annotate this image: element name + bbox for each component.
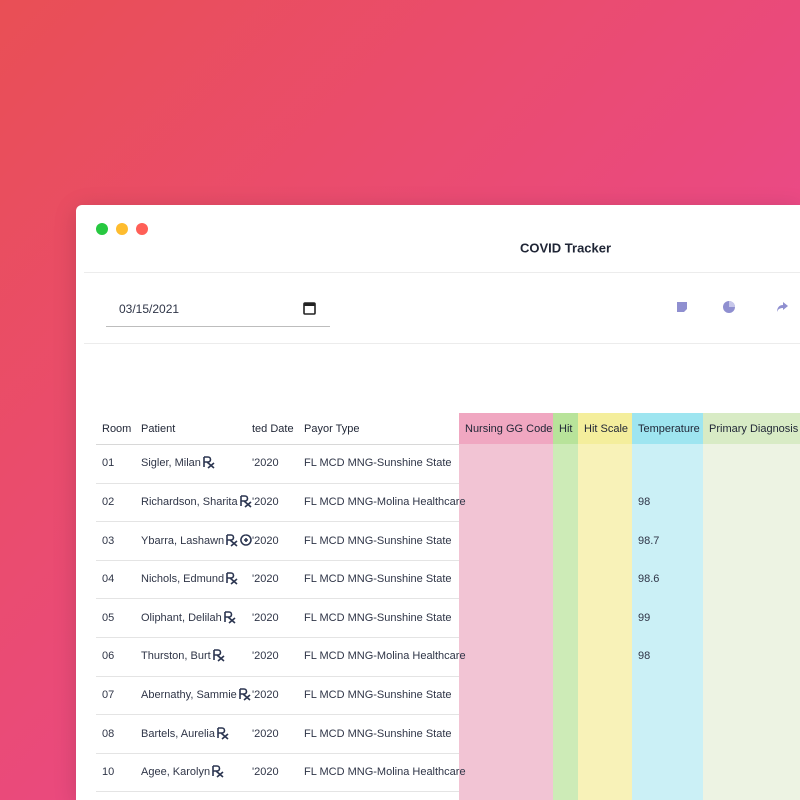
column-bg (578, 444, 632, 800)
date-value: 03/15/2021 (119, 302, 180, 316)
column-header: Hit (559, 422, 573, 435)
row-line (96, 675, 459, 677)
patient-name: Oliphant, Delilah (141, 611, 222, 624)
room: 01 (102, 457, 115, 470)
column-bg (553, 444, 578, 800)
column-bg (459, 444, 553, 800)
column-bg (632, 444, 703, 800)
divider (84, 343, 800, 344)
date: '2020 (252, 534, 279, 547)
room: 07 (102, 688, 115, 701)
calendar-icon[interactable] (303, 301, 316, 315)
temperature: 99 (638, 611, 651, 624)
column-header-bg (632, 413, 703, 444)
column-header: Temperature (638, 422, 700, 435)
room: 03 (102, 534, 115, 547)
column-header: Room (102, 422, 132, 435)
column-header: Patient (141, 422, 176, 435)
payor-type: FL MCD MNG-Sunshine State (304, 534, 452, 547)
column-header-bg (703, 413, 800, 444)
row-line (96, 637, 459, 638)
date: '2020 (252, 650, 279, 663)
patient-name: Bartels, Aurelia (141, 727, 215, 740)
patient-name: Nichols, Edmund (141, 573, 225, 586)
payor-type: FL MCD MNG-Molina Healthcare (304, 650, 466, 663)
patient-name: Thurston, Burt (141, 650, 211, 663)
room: 02 (102, 495, 115, 508)
rx-icon (238, 688, 251, 701)
payor-type: FL MCD MNG-Sunshine State (304, 688, 452, 701)
divider (84, 272, 800, 273)
column-header-bg (578, 413, 632, 444)
payor-type: FL MCD MNG-Molina Healthcare (304, 495, 466, 508)
temperature: 98 (638, 495, 651, 508)
rx-icon (223, 610, 236, 624)
row-line (96, 559, 459, 561)
column-header: Payor Type (304, 422, 360, 435)
temperature: 98 (638, 650, 651, 663)
date: '2020 (252, 688, 279, 701)
patient-name: Agee, Karolyn (141, 766, 211, 779)
row-line (96, 598, 459, 600)
room: 10 (102, 766, 115, 779)
column-header: ted Date (252, 422, 294, 435)
rx-icon (203, 456, 215, 469)
date: '2020 (252, 457, 279, 470)
patient-name: Sigler, Milan (141, 457, 201, 470)
row-line (96, 521, 459, 523)
date: '2020 (252, 573, 279, 586)
date: '2020 (252, 611, 279, 624)
row-line (96, 482, 459, 484)
date: '2020 (252, 495, 279, 508)
rx-icon (212, 765, 224, 778)
window-button[interactable] (96, 223, 108, 235)
temperature: 98.7 (638, 534, 660, 547)
room: 08 (102, 727, 115, 740)
column-header: Nursing GG Code (465, 422, 553, 435)
row-line (96, 752, 459, 754)
window-button[interactable] (136, 223, 148, 235)
patient-name: Richardson, Sharita (141, 495, 238, 508)
app-window: COVID Tracker 03/15/2021 Room Patient ted … (76, 205, 800, 800)
payor-type: FL MCD MNG-Sunshine State (304, 727, 452, 740)
date: '2020 (252, 766, 279, 779)
rx-icon (226, 572, 238, 585)
column-header: Hit Scale (584, 422, 629, 435)
room: 05 (102, 611, 115, 624)
chart-icon[interactable] (722, 300, 736, 314)
column-header-bg (553, 413, 578, 444)
column-header-bg (459, 413, 553, 444)
table: Room Patient ted Date Payor Type Nursing GG … (76, 205, 800, 800)
payor-type: FL MCD MNG-Sunshine State (304, 611, 452, 624)
room: 06 (102, 650, 115, 663)
row-line (96, 791, 459, 793)
window-button[interactable] (116, 223, 128, 235)
column-bg (703, 444, 800, 800)
payor-type: FL MCD MNG-Sunshine State (304, 573, 452, 586)
column-header: Primary Diagnosis (709, 422, 799, 435)
note-icon[interactable] (676, 301, 688, 313)
patient-name: Ybarra, Lashawn (141, 534, 225, 547)
room: 04 (102, 573, 115, 586)
header-line (96, 444, 459, 445)
rx-icon (212, 649, 225, 662)
date-input[interactable]: 03/15/2021 (106, 289, 330, 327)
status-icon (240, 533, 252, 546)
rx-icon (226, 533, 238, 547)
window-title: COVID Tracker (520, 240, 612, 256)
share-icon[interactable] (776, 301, 789, 313)
rx-icon (239, 495, 252, 508)
temperature: 98.6 (638, 573, 660, 586)
payor-type: FL MCD MNG-Sunshine State (304, 457, 452, 470)
patient-name: Abernathy, Sammie (141, 688, 237, 701)
payor-type: FL MCD MNG-Molina Healthcare (304, 766, 466, 779)
rx-icon (217, 726, 229, 740)
row-line (96, 714, 459, 716)
date: '2020 (252, 727, 279, 740)
